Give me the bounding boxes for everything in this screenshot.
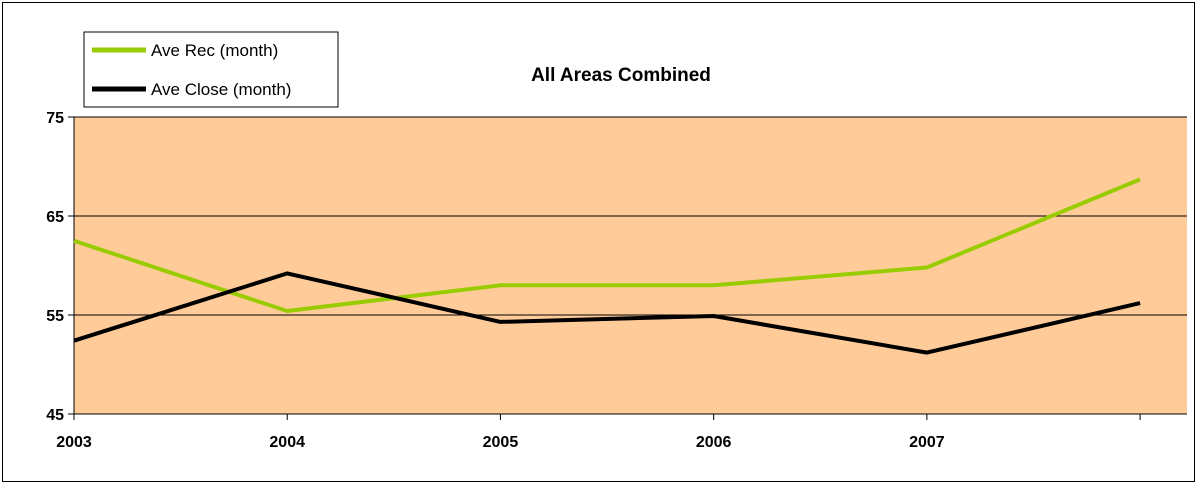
legend: Ave Rec (month) Ave Close (month)	[83, 31, 339, 108]
gridlines	[74, 116, 1187, 316]
chart-title: All Areas Combined	[531, 65, 711, 86]
x-axis: 2003 2004 2005 2006 2007	[56, 413, 1187, 451]
y-tick-label: 75	[46, 110, 64, 127]
y-tick-label: 45	[46, 407, 64, 424]
legend-label-ave-rec: Ave Rec (month)	[151, 41, 278, 60]
y-tick-label: 55	[46, 308, 64, 325]
x-tick-label: 2007	[909, 434, 945, 451]
x-tick-label: 2004	[269, 434, 305, 451]
y-tick-label: 65	[46, 209, 64, 226]
x-tick-label: 2003	[56, 434, 92, 451]
y-axis: 45 55 65 75	[46, 110, 75, 424]
series-line-ave-close	[73, 271, 1141, 355]
series-lines	[73, 177, 1141, 355]
x-tick-label: 2006	[696, 434, 732, 451]
series-line-ave-rec	[73, 177, 1141, 313]
legend-label-ave-close: Ave Close (month)	[151, 80, 291, 99]
legend-box	[83, 31, 339, 108]
x-tick-label: 2005	[483, 434, 519, 451]
plot-area	[74, 117, 1187, 414]
